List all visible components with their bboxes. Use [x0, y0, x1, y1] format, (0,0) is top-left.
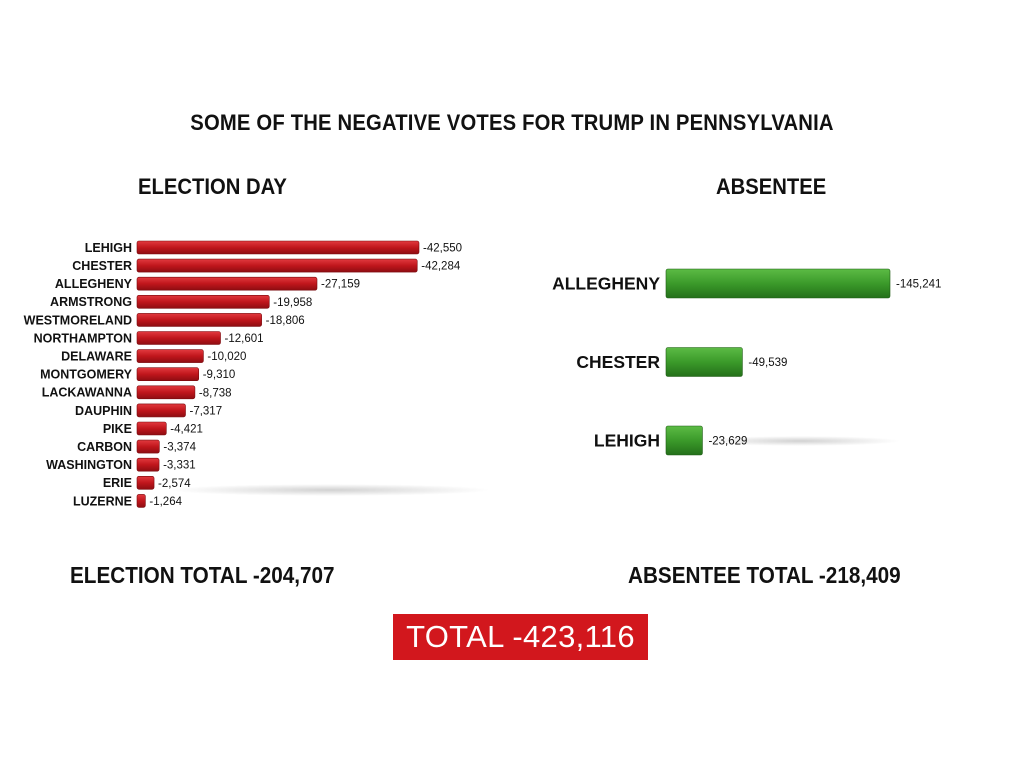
value-label: -3,331: [163, 460, 196, 472]
absentee-chart: ALLEGHENY -145,241 CHESTER -49,539 LEHIGH -23…: [552, 269, 941, 455]
bar: [137, 368, 199, 381]
bar: [137, 458, 159, 471]
bar: [666, 426, 702, 455]
category-label: LEHIGH: [85, 241, 132, 255]
bar: [137, 476, 154, 489]
category-label: ALLEGHENY: [55, 277, 133, 291]
bar: [137, 332, 221, 345]
bar: [137, 350, 203, 363]
bar: [137, 295, 269, 308]
value-label: -8,738: [199, 387, 232, 399]
value-label: -2,574: [158, 478, 191, 490]
bar: [137, 404, 185, 417]
bar: [137, 313, 262, 326]
category-label: WESTMORELAND: [24, 313, 132, 327]
bar: [137, 422, 166, 435]
value-label: -3,374: [163, 442, 196, 454]
category-label: PIKE: [103, 422, 132, 436]
bar: [137, 259, 417, 272]
value-label: -1,264: [149, 496, 182, 508]
bar: [137, 277, 317, 290]
grand-total-badge: TOTAL -423,116: [393, 614, 648, 660]
category-label: MONTGOMERY: [40, 368, 133, 382]
value-label: -18,806: [266, 315, 305, 327]
value-label: -9,310: [203, 369, 236, 381]
value-label: -12,601: [225, 333, 264, 345]
category-label: LEHIGH: [594, 431, 660, 451]
category-label: DAUPHIN: [75, 404, 132, 418]
bar: [137, 494, 145, 507]
category-label: CARBON: [77, 440, 132, 454]
value-label: -23,629: [708, 436, 747, 448]
value-label: -42,284: [421, 261, 461, 273]
category-label: WASHINGTON: [46, 458, 132, 472]
bar: [666, 348, 742, 377]
category-label: LACKAWANNA: [42, 386, 132, 400]
category-label: LUZERNE: [73, 494, 132, 508]
value-label: -19,958: [273, 297, 312, 309]
value-label: -4,421: [170, 424, 203, 436]
value-label: -145,241: [896, 279, 941, 291]
category-label: CHESTER: [576, 352, 660, 372]
category-label: CHESTER: [72, 259, 132, 273]
category-label: ERIE: [103, 476, 132, 490]
value-label: -49,539: [748, 357, 787, 369]
value-label: -42,550: [423, 243, 462, 255]
value-label: -10,020: [207, 351, 246, 363]
bar: [137, 241, 419, 254]
floor-shadow-left: [170, 484, 490, 496]
absentee-total: ABSENTEE TOTAL -218,409: [628, 562, 901, 589]
value-label: -7,317: [189, 405, 222, 417]
category-label: ALLEGHENY: [552, 274, 660, 294]
category-label: ARMSTRONG: [50, 295, 132, 309]
bar: [137, 440, 159, 453]
election-day-chart: LEHIGH -42,550 CHESTER -42,284 ALLEGHENY -27,…: [24, 241, 462, 508]
bar: [137, 386, 195, 399]
election-total: ELECTION TOTAL -204,707: [70, 562, 335, 589]
value-label: -27,159: [321, 279, 360, 291]
category-label: NORTHAMPTON: [34, 331, 132, 345]
category-label: DELAWARE: [61, 349, 132, 363]
bar: [666, 269, 890, 298]
